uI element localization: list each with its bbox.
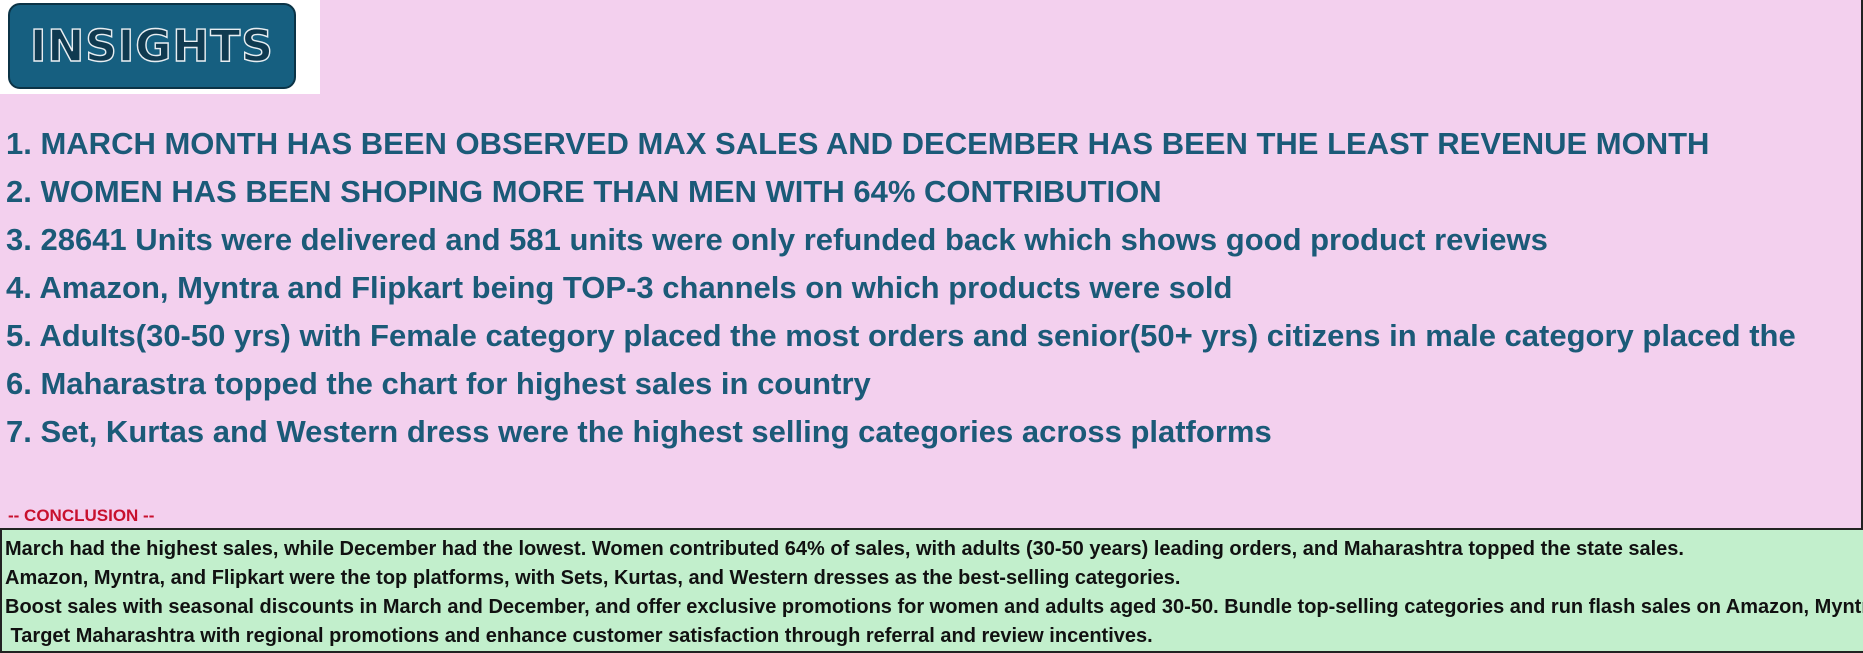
conclusion-line-2: Amazon, Myntra, and Flipkart were the to…: [5, 567, 1181, 589]
conclusion-box: March had the highest sales, while Decem…: [0, 528, 1863, 653]
insight-item-7: 7. Set, Kurtas and Western dress were th…: [6, 414, 1272, 449]
conclusion-line-1: March had the highest sales, while Decem…: [5, 538, 1684, 560]
insight-item-1: 1. MARCH MONTH HAS BEEN OBSERVED MAX SAL…: [6, 126, 1710, 161]
conclusion-line-4: Target Maharashtra with regional promoti…: [5, 625, 1153, 647]
sheet-right-border: [1861, 0, 1863, 528]
title-area: INSIGHTS: [0, 0, 320, 94]
conclusion-label: -- CONCLUSION --: [8, 506, 155, 525]
insight-item-6: 6. Maharastra topped the chart for highe…: [6, 366, 871, 401]
insight-item-4: 4. Amazon, Myntra and Flipkart being TOP…: [6, 270, 1233, 305]
insights-title-button[interactable]: INSIGHTS: [8, 3, 296, 89]
insight-item-5: 5. Adults(30-50 yrs) with Female categor…: [6, 318, 1796, 353]
insight-item-3: 3. 28641 Units were delivered and 581 un…: [6, 222, 1548, 257]
insights-list: 1. MARCH MONTH HAS BEEN OBSERVED MAX SAL…: [6, 120, 1856, 456]
conclusion-line-3: Boost sales with seasonal discounts in M…: [5, 596, 1863, 618]
insight-item-2: 2. WOMEN HAS BEEN SHOPING MORE THAN MEN …: [6, 174, 1162, 209]
insights-title-text: INSIGHTS: [29, 20, 274, 72]
